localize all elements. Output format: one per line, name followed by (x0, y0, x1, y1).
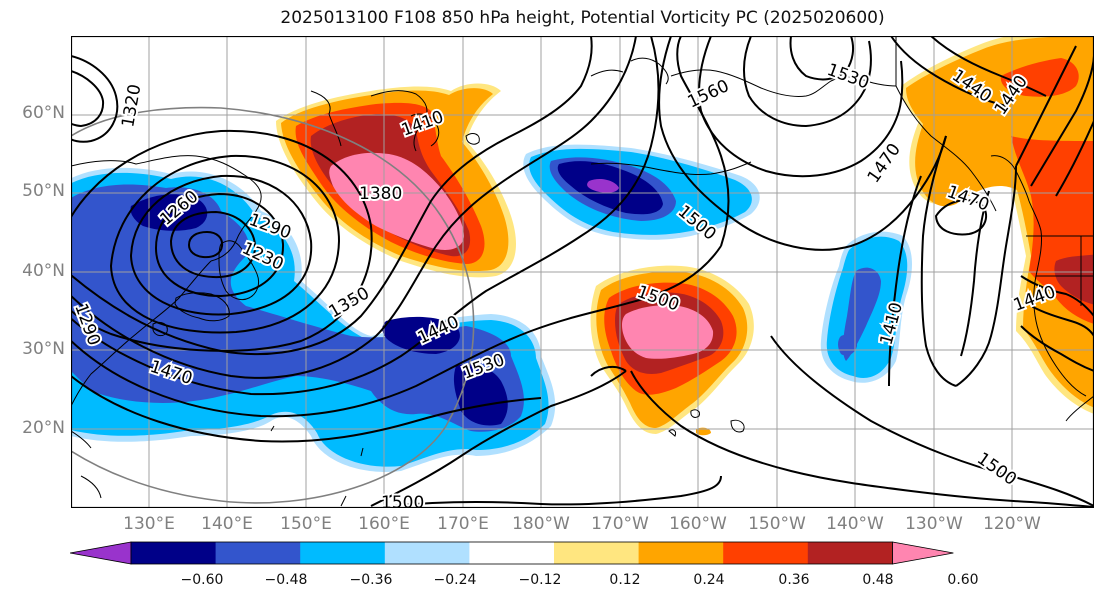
map-frame (71, 36, 1094, 508)
colorbar-segment (554, 542, 640, 564)
lon-label: 170°E (437, 514, 489, 534)
colorbar-tick-label: −0.12 (518, 572, 562, 588)
map-title: 2025013100 F108 850 hPa height, Potentia… (280, 8, 885, 28)
pv-positive-japan-sea (276, 83, 516, 278)
colorbar-segment (469, 542, 555, 564)
colorbar-extend-high (892, 541, 954, 565)
lat-label: 60°N (22, 103, 65, 123)
colorbar-tick-label: 0.12 (609, 572, 641, 588)
lon-label: 180°W (512, 514, 570, 534)
height-contours (71, 36, 1094, 508)
colorbar-tick-label: 0.60 (947, 572, 979, 588)
colorbar-tick-label: 0.36 (778, 572, 810, 588)
colorbar-segment (131, 542, 217, 564)
lon-label: 150°W (748, 514, 806, 534)
colorbar-segment (723, 542, 809, 564)
map-panel: 1320 1410 1380 1290 1260 1230 1350 1440 … (71, 36, 1094, 508)
colorbar-segment (638, 542, 724, 564)
great-circle-arc (71, 106, 475, 504)
lon-label: 130°W (905, 514, 963, 534)
colorbar-tick-label: 0.24 (693, 572, 725, 588)
lon-label: 160°W (669, 514, 727, 534)
colorbar-extend-low (70, 541, 132, 565)
pv-negative-west-pacific (71, 167, 556, 472)
lon-label: 150°E (280, 514, 332, 534)
lon-label: 140°W (826, 514, 884, 534)
contour-label: 1500 (381, 493, 424, 508)
lon-label: 170°W (591, 514, 649, 534)
lat-label: 50°N (22, 181, 65, 201)
colorbar (70, 541, 954, 565)
lat-label: 20°N (22, 418, 65, 438)
contour-label: 1380 (359, 184, 402, 204)
colorbar-segment (384, 542, 470, 564)
colorbar-tick-label: −0.60 (180, 572, 224, 588)
lon-label: 160°E (358, 514, 410, 534)
colorbar-frame (130, 541, 893, 565)
colorbar-tick-label: 0.48 (862, 572, 894, 588)
lon-label: 140°E (201, 514, 253, 534)
lon-label: 120°W (983, 514, 1041, 534)
coastlines (71, 36, 1094, 507)
pv-negative-north-pacific (523, 144, 760, 240)
lat-label: 40°N (22, 261, 65, 281)
colorbar-segment (807, 542, 893, 564)
colorbar-tick-label: −0.36 (349, 572, 393, 588)
lat-label: 30°N (22, 339, 65, 359)
colorbar-tick-label: −0.48 (264, 572, 308, 588)
lon-label: 130°E (123, 514, 175, 534)
colorbar-segment (215, 542, 301, 564)
colorbar-segment (300, 542, 386, 564)
colorbar-tick-label: −0.24 (433, 572, 477, 588)
